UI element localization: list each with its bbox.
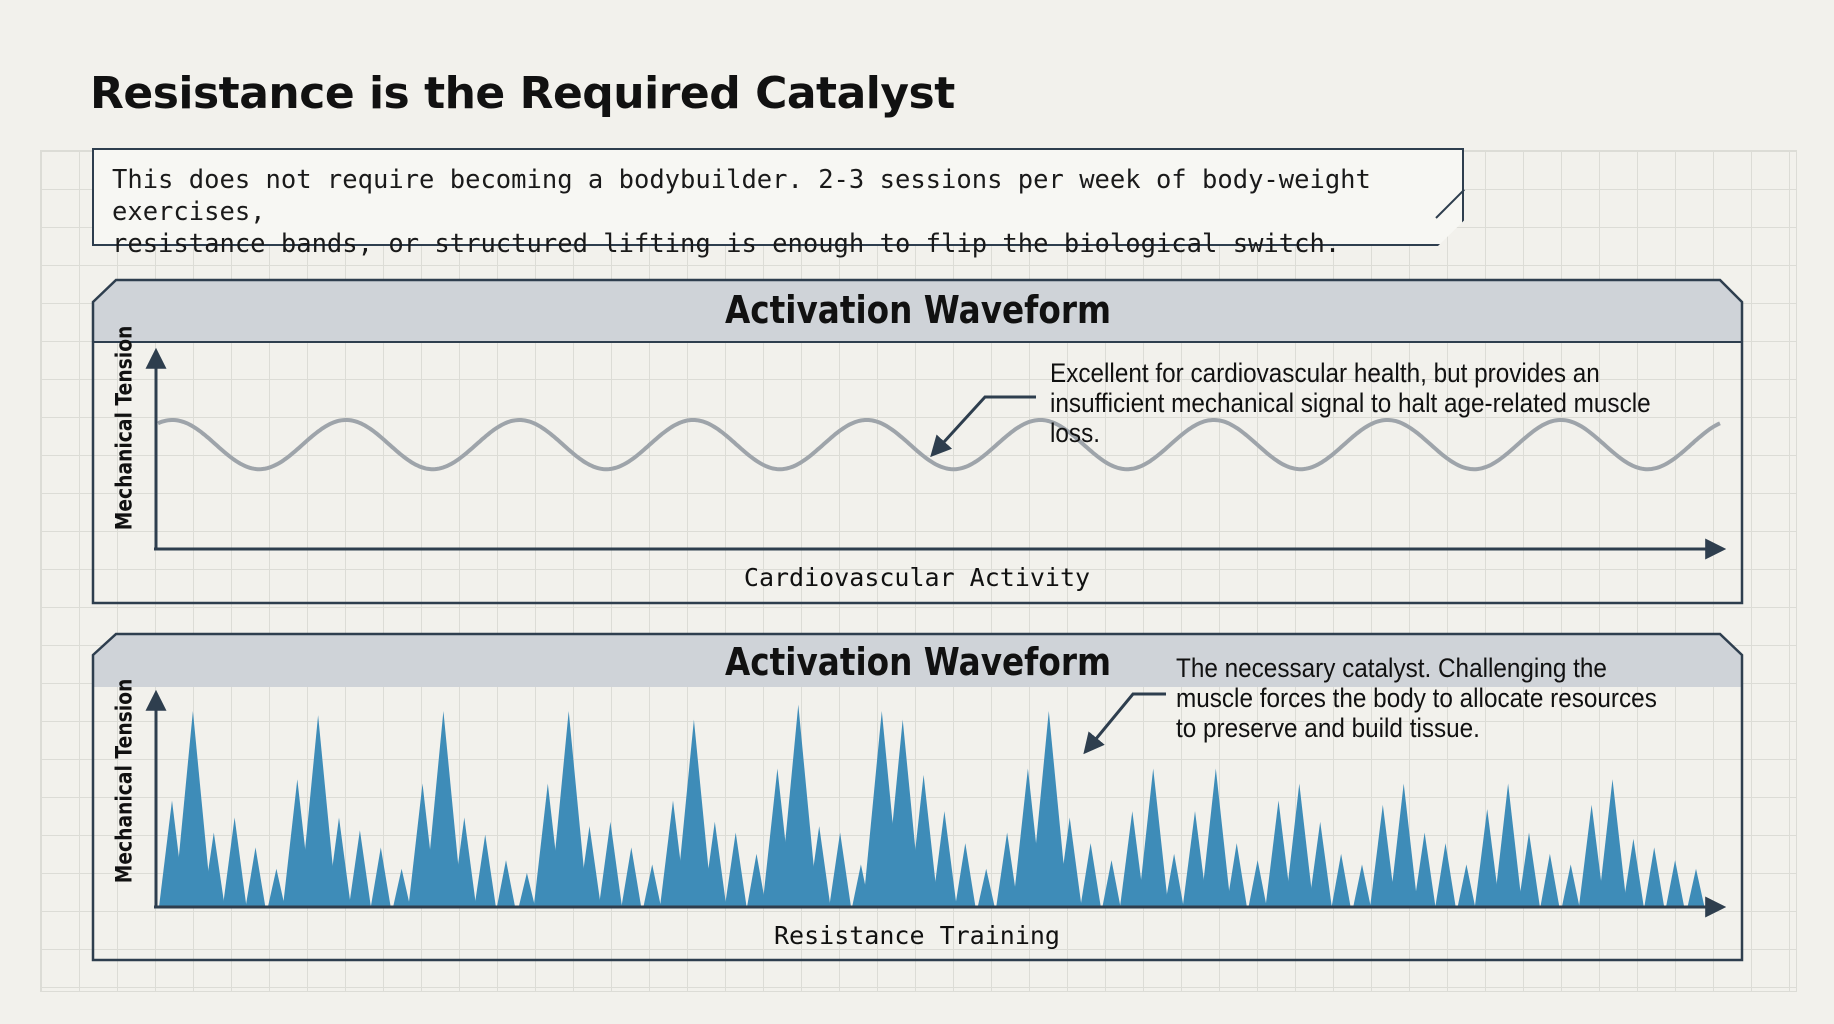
cardio-panel-header-band: [93, 280, 1742, 342]
resistance-spike: [1164, 853, 1184, 907]
resistance-spike: [1494, 783, 1523, 907]
resistance-spike: [393, 868, 411, 907]
resistance-spike: [424, 711, 463, 907]
resistance-spike: [1413, 832, 1436, 907]
resistance-spike: [598, 821, 622, 907]
resistance-spike: [1353, 864, 1371, 907]
resistance-spike: [245, 847, 266, 907]
resistance-spike: [1182, 811, 1208, 907]
resistance-spike: [1578, 804, 1605, 907]
resistance-spike: [174, 711, 212, 907]
resistance-spike: [1265, 800, 1292, 907]
resistance-annotation: The necessary catalyst. Challenging the …: [1176, 653, 1657, 743]
resistance-spike: [578, 826, 601, 907]
resistance-spike: [643, 864, 661, 907]
resistance-spike: [1331, 853, 1351, 907]
resistance-x-axis-label: Resistance Training: [774, 921, 1060, 950]
resistance-spike: [348, 830, 371, 907]
intro-text: This does not require becoming a bodybui…: [112, 164, 1452, 260]
resistance-spike: [884, 719, 921, 907]
resistance-annotation-pointer: [1083, 692, 1166, 755]
intro-callout-box: [92, 148, 1464, 246]
resistance-spike: [370, 847, 391, 907]
resistance-spike: [955, 843, 976, 907]
resistance-spike: [1644, 847, 1665, 907]
resistance-spike: [1598, 779, 1627, 907]
resistance-spike: [747, 853, 766, 907]
resistance-spike: [1226, 843, 1247, 907]
intro-line-1: This does not require becoming a bodybui…: [112, 165, 1371, 227]
resistance-spike: [1102, 860, 1121, 907]
resistance-spike: [327, 817, 351, 907]
resistance-spike: [202, 832, 225, 907]
resistance-spike: [1561, 864, 1580, 907]
resistance-spike: [996, 832, 1018, 907]
resistance-spike: [703, 821, 727, 907]
cardio-x-axis-label: Cardiovascular Activity: [743, 563, 1091, 592]
resistance-spike: [779, 704, 818, 907]
resistance-spike: [1622, 838, 1644, 907]
resistance-spike: [1435, 843, 1456, 907]
resistance-spike: [1389, 783, 1418, 907]
resistance-spike: [1057, 817, 1082, 907]
page-title: Resistance is the Required Catalyst: [90, 68, 955, 119]
cardio-annotation: Excellent for cardiovascular health, but…: [1050, 358, 1651, 448]
resistance-spike: [807, 826, 831, 907]
resistance-spike: [932, 811, 957, 907]
resistance-spike: [829, 832, 851, 907]
resistance-spike: [977, 868, 995, 907]
resistance-spike: [724, 832, 747, 907]
intro-line-2: resistance bands, or structured lifting …: [112, 229, 1341, 259]
resistance-spike: [1120, 811, 1145, 907]
resistance-y-axis-label: Mechanical Tension: [112, 678, 138, 884]
resistance-spike: [549, 711, 588, 907]
resistance-panel-header-band: [93, 634, 1742, 687]
cardio-panel-frame: [91, 278, 1744, 605]
resistance-spike: [675, 719, 713, 907]
resistance-spike: [908, 774, 939, 907]
resistance-spike: [1248, 860, 1267, 907]
cardio-waveform-line: [157, 418, 1721, 472]
resistance-spike: [1518, 832, 1540, 907]
resistance-spike: [1138, 768, 1169, 907]
resistance-spike: [621, 847, 642, 907]
resistance-spike: [1457, 864, 1476, 907]
resistance-spike: [1080, 843, 1101, 907]
resistance-spike: [299, 715, 337, 907]
resistance-spikes: [159, 704, 1705, 907]
resistance-spike: [1285, 783, 1314, 907]
resistance-spike: [1029, 711, 1068, 907]
resistance-spike: [1474, 809, 1500, 907]
resistance-panel-frame: [91, 632, 1744, 962]
resistance-spike: [452, 817, 477, 907]
resistance-spike: [1666, 860, 1685, 907]
resistance-spike: [474, 834, 496, 907]
resistance-spike: [1687, 868, 1705, 907]
resistance-spike: [518, 872, 536, 907]
resistance-spike: [1370, 804, 1396, 907]
resistance-spike: [267, 868, 285, 907]
cardio-y-axis-label: Mechanical Tension: [112, 325, 138, 531]
resistance-panel-header-title: Activation Waveform: [724, 640, 1112, 684]
resistance-spike: [1200, 768, 1231, 907]
resistance-spike: [222, 817, 247, 907]
cardio-panel-header-title: Activation Waveform: [724, 288, 1112, 332]
resistance-panel: [91, 632, 1744, 962]
resistance-spike: [1540, 853, 1560, 907]
resistance-spike: [496, 860, 516, 907]
cardio-annotation-pointer: [930, 395, 1036, 458]
cardio-panel: [91, 278, 1744, 605]
resistance-spike: [1308, 821, 1332, 907]
